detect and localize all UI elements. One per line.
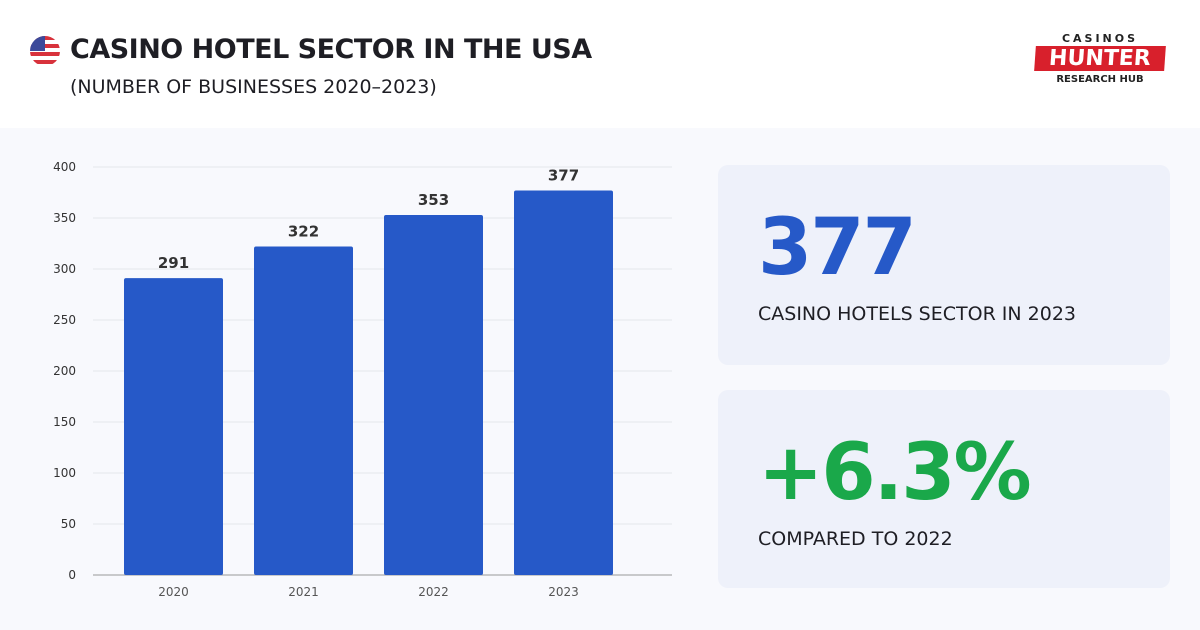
data-label: 291 <box>158 254 189 272</box>
stat-card-change: +6.3% COMPARED TO 2022 <box>718 390 1170 588</box>
bar-chart: 0 50 100 150 200 250 300 350 400 291 2020 322 2021 35… <box>53 160 672 599</box>
y-tick-label: 300 <box>53 262 76 276</box>
data-label: 377 <box>548 166 579 184</box>
header: CASINO HOTEL SECTOR IN THE USA (NUMBER O… <box>0 0 1200 128</box>
x-tick-label: 2022 <box>418 585 449 599</box>
y-tick-label: 400 <box>53 160 76 174</box>
page-subtitle: (NUMBER OF BUSINESSES 2020–2023) <box>70 76 437 98</box>
x-tick-label: 2023 <box>548 585 579 599</box>
stat-caption: COMPARED TO 2022 <box>758 528 953 550</box>
logo-top: CASINOS <box>1061 32 1139 45</box>
us-flag-icon <box>30 36 60 66</box>
stat-caption: CASINO HOTELS SECTOR IN 2023 <box>758 303 1077 325</box>
stat-card-total: 377 CASINO HOTELS SECTOR IN 2023 <box>718 165 1170 365</box>
bar <box>384 214 483 575</box>
y-tick-label: 250 <box>53 313 76 327</box>
x-tick-label: 2020 <box>158 585 189 599</box>
y-tick-label: 150 <box>53 415 76 429</box>
logo-bottom: RESEARCH HUB <box>1056 74 1144 85</box>
bar <box>514 190 613 575</box>
logo-mid: HUNTER <box>1034 46 1166 71</box>
stat-value: 377 <box>758 203 917 293</box>
page-title: CASINO HOTEL SECTOR IN THE USA <box>70 34 592 65</box>
stat-value: +6.3% <box>758 428 1032 518</box>
bar <box>254 246 353 575</box>
bar <box>124 278 223 575</box>
y-tick-label: 350 <box>53 211 76 225</box>
y-tick-label: 200 <box>53 364 76 378</box>
y-tick-label: 0 <box>68 568 76 582</box>
data-label: 353 <box>418 191 449 209</box>
logo: CASINOS HUNTER RESEARCH HUB <box>1030 32 1170 100</box>
y-tick-label: 50 <box>61 517 76 531</box>
data-label: 322 <box>288 223 319 241</box>
x-tick-label: 2021 <box>288 585 319 599</box>
y-tick-label: 100 <box>53 466 76 480</box>
